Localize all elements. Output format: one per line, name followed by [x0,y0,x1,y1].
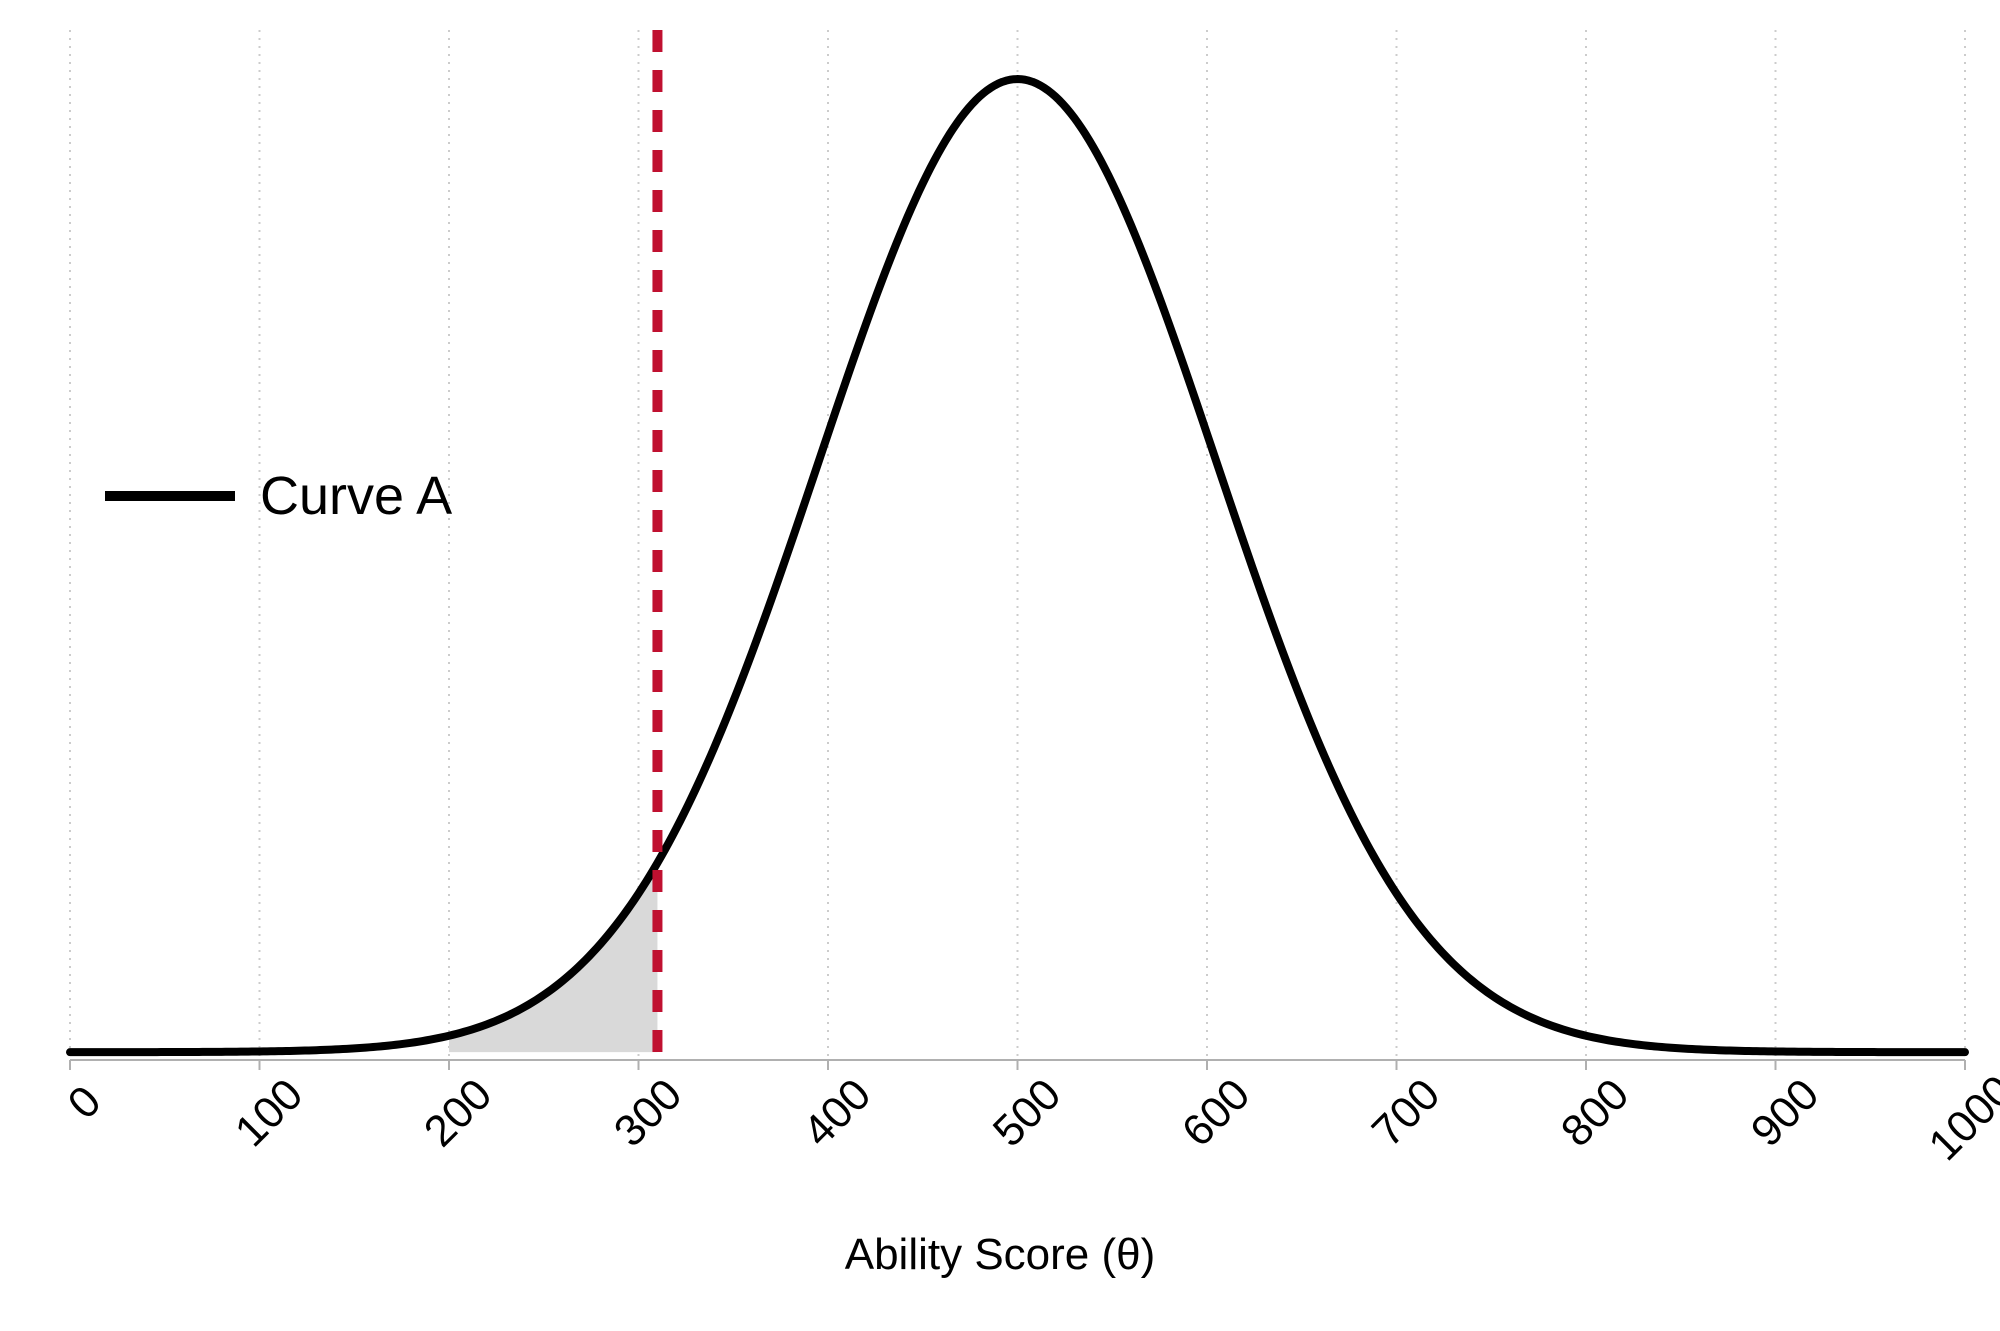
x-axis-label: Ability Score (θ) [0,1230,2000,1280]
legend: Curve A [105,465,452,527]
legend-line [105,491,235,501]
legend-label: Curve A [260,465,452,527]
chart-container: Curve A Ability Score (θ) 01002003004005… [0,0,2000,1331]
